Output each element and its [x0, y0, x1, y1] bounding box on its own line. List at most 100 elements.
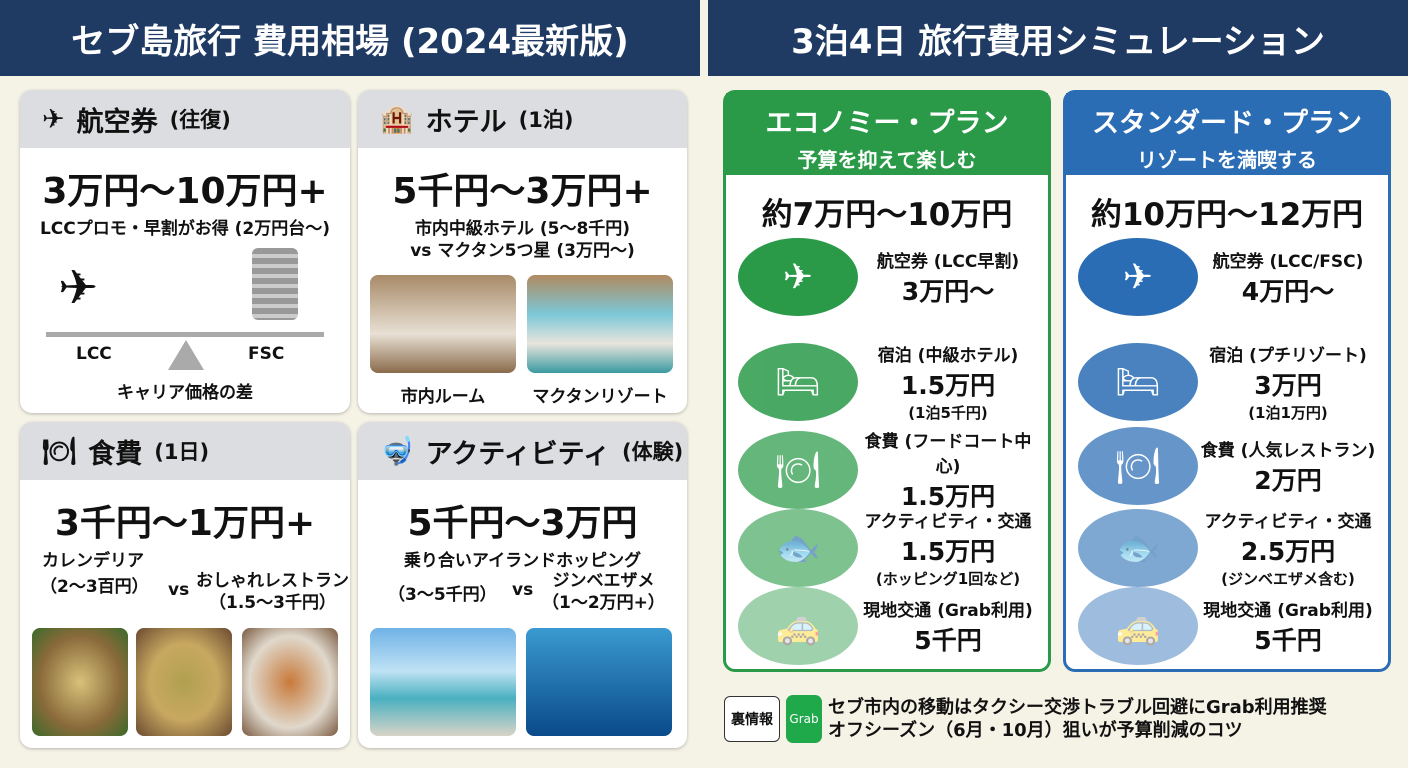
price-note: vs マクタン5つ星 (3万円〜) — [410, 241, 635, 262]
option-a-price: （3〜5千円） — [388, 585, 497, 605]
tip-line: オフシーズン（6月・10月）狙いが予算削減のコツ — [828, 720, 1243, 741]
plan-subtitle: リゾートを満喫する — [1137, 148, 1317, 172]
card-title-note: (体験) — [622, 440, 684, 464]
plan-card: スタンダード・プランリゾートを満喫する 約10万円〜12万円 ✈ 航空券 (LCC… — [1063, 90, 1391, 672]
row-label: アクティビティ・交通 — [864, 512, 1032, 532]
plan-total: 約10万円〜12万円 — [1090, 197, 1364, 233]
fsc-label: FSC — [248, 344, 285, 364]
island-hopping-photo — [370, 628, 516, 736]
row-label: 現地交通 (Grab利用) — [1203, 600, 1373, 621]
grab-logo: Grab — [786, 695, 822, 743]
photo-caption: 市内ルーム — [400, 387, 486, 407]
photo-caption: マクタンリゾート — [532, 387, 668, 407]
taxi-icon: 🚕 — [738, 587, 858, 665]
plane-icon: ✈ — [42, 103, 65, 135]
resort-room-photo — [527, 275, 673, 373]
plan-card: エコノミー・プラン 予算を抑えて楽しむ 約7万円〜10万円 ✈ 航空券 (LCC早割… — [723, 90, 1051, 672]
row-value: 1.5万円 — [900, 482, 996, 511]
plan-title: スタンダード・プラン — [1092, 108, 1362, 139]
bed-icon: 🛏 — [1078, 343, 1198, 421]
food-photo — [136, 628, 232, 736]
food-photo — [32, 628, 128, 736]
row-value: 3万円 — [1254, 371, 1322, 400]
plane-icon: ✈ — [1078, 238, 1198, 316]
vs-label: vs — [168, 580, 190, 600]
bed-icon: 🛏 — [738, 343, 858, 421]
row-label: アクティビティ・交通 — [1204, 512, 1372, 532]
right-header: 3泊4日 旅行費用シミュレーション — [708, 0, 1408, 76]
row-value: 1.5万円 — [900, 371, 996, 400]
option-a-price: （2〜3百円） — [40, 577, 149, 597]
food-photo — [242, 628, 338, 736]
whale-shark-photo — [526, 628, 672, 736]
price-range: 3千円〜1万円+ — [54, 503, 316, 544]
option-b-price: （1.5〜3千円） — [209, 593, 336, 614]
row-note: (1泊5千円) — [908, 404, 988, 422]
row-label: 航空券 (LCC/FSC) — [1212, 251, 1364, 272]
option-b-price: （1〜2万円+） — [542, 593, 665, 614]
card-title-note: (往復) — [169, 108, 231, 132]
taxi-icon: 🚕 — [1078, 587, 1198, 665]
hotel-card: 🏨 ホテル (1泊) 5千円〜3万円+ 市内中級ホテル (5〜8千円) vs マクタ… — [358, 90, 687, 413]
plan-row: 🛏 宿泊 (中級ホテル) 1.5万円 (1泊5千円) — [738, 341, 1038, 423]
fulcrum-icon — [168, 340, 204, 370]
plan-row: 🐟 アクティビティ・交通 2.5万円 (ジンベエザメ含む) — [1078, 507, 1378, 589]
coins-icon — [252, 248, 298, 320]
tip-line: セブ市内の移動はタクシー交渉トラブル回避にGrab利用推奨 — [828, 696, 1327, 718]
row-value: 2万円 — [1254, 465, 1322, 495]
city-room-photo — [370, 275, 516, 373]
snorkel-mask-icon: 🤿 — [380, 436, 414, 467]
card-title-note: (1日) — [154, 440, 210, 464]
row-value: 5千円 — [914, 625, 982, 655]
price-range: 5千円〜3万円+ — [392, 171, 653, 212]
row-value: 2.5万円 — [1240, 537, 1336, 566]
activity-card: 🤿 アクティビティ (体験) 5千円〜3万円 乗り合いアイランドホッピング （3〜5… — [358, 422, 687, 748]
plane-icon: ✈ — [58, 260, 99, 316]
caption: キャリア価格の差 — [117, 383, 253, 403]
row-note: (ジンベエザメ含む) — [1221, 570, 1355, 588]
row-label: 現地交通 (Grab利用) — [863, 600, 1033, 621]
row-label: 宿泊 (中級ホテル) — [877, 346, 1019, 366]
plan-row: ✈ 航空券 (LCC早割) 3万円〜 — [738, 238, 1038, 316]
option-b: おしゃれレストラン — [196, 571, 349, 591]
hotel-building-icon: 🏨 — [380, 104, 414, 135]
plan-row: 🐟 アクティビティ・交通 1.5万円 (ホッピング1回など) — [738, 507, 1038, 589]
plan-row: 🚕 現地交通 (Grab利用) 5千円 — [738, 587, 1038, 665]
snorkel-fish-icon: 🐟 — [1078, 509, 1198, 587]
card-title-note: (1泊) — [518, 108, 574, 132]
option-b: ジンベエザメ — [552, 571, 655, 591]
dining-icon: 🍽 — [738, 431, 858, 509]
card-title: 航空券 — [76, 106, 158, 138]
card-title: アクティビティ — [425, 438, 611, 470]
card-title: ホテル — [425, 106, 507, 138]
row-value: 3万円〜 — [901, 276, 995, 306]
dining-icon: 🍽 — [42, 436, 77, 467]
price-note: 市内中級ホテル (5〜8千円) — [414, 219, 631, 239]
plan-title: エコノミー・プラン — [765, 108, 1009, 139]
price-range: 5千円〜3万円 — [407, 503, 638, 544]
option-a: 乗り合いアイランドホッピング — [403, 551, 642, 571]
balance-beam — [46, 332, 324, 337]
row-label: 航空券 (LCC早割) — [876, 251, 1020, 272]
lcc-label: LCC — [76, 344, 112, 364]
flight-card: ✈ 航空券 (往復) 3万円〜10万円+ LCCプロモ・早割がお得 (2万円台〜) … — [20, 90, 350, 413]
row-label: 食費 (人気レストラン) — [1200, 440, 1376, 461]
card-title: 食費 — [88, 438, 143, 470]
row-value: 4万円〜 — [1241, 276, 1335, 306]
row-label: 食費 (フードコート中心) — [864, 432, 1032, 477]
vs-label: vs — [512, 580, 534, 600]
plane-icon: ✈ — [738, 238, 858, 316]
plan-row: 🚕 現地交通 (Grab利用) 5千円 — [1078, 587, 1378, 665]
row-note: (1泊1万円) — [1248, 404, 1328, 422]
row-note: (ホッピング1回など) — [875, 570, 1021, 588]
price-note: LCCプロモ・早割がお得 (2万円台〜) — [39, 219, 331, 239]
price-range: 3万円〜10万円+ — [42, 171, 328, 212]
snorkel-fish-icon: 🐟 — [738, 509, 858, 587]
plan-row: 🛏 宿泊 (プチリゾート) 3万円 (1泊1万円) — [1078, 341, 1378, 423]
option-a: カレンデリア — [42, 551, 144, 571]
row-value: 5千円 — [1254, 625, 1322, 655]
row-label: 宿泊 (プチリゾート) — [1209, 346, 1367, 366]
plan-row: 🍽 食費 (フードコート中心) 1.5万円 — [738, 427, 1038, 513]
row-value: 1.5万円 — [900, 537, 996, 566]
plan-row: ✈ 航空券 (LCC/FSC) 4万円〜 — [1078, 238, 1378, 316]
